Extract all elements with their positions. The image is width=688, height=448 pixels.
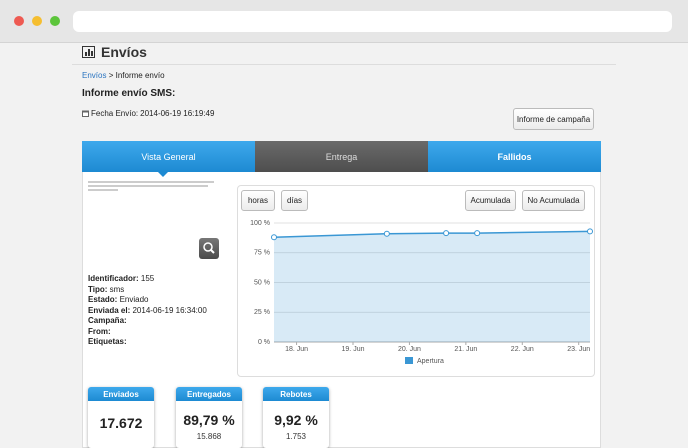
campaign-report-button[interactable]: Informe de campaña <box>513 108 594 130</box>
maximize-dot[interactable] <box>50 16 60 26</box>
chart-button[interactable]: Acumulada <box>465 190 516 211</box>
legend-swatch <box>405 357 413 364</box>
chart-button[interactable]: No Acumulada <box>522 190 585 211</box>
point <box>383 230 390 237</box>
zoom-button[interactable] <box>199 238 219 259</box>
stat-count: 15.868 <box>196 432 222 441</box>
detail-row: Estado: Enviado <box>88 295 149 304</box>
x-tick-label: 23. Jun <box>567 346 590 353</box>
chart-icon <box>82 46 95 58</box>
breadcrumb: Envíos > Informe envío <box>82 71 165 80</box>
detail-value: sms <box>109 284 125 294</box>
tab[interactable]: Vista General <box>82 141 255 172</box>
y-tick-label: 0 % <box>258 339 270 346</box>
stat-value: 17.672 <box>99 415 143 431</box>
detail-label: Campaña: <box>88 316 127 325</box>
detail-label: Etiquetas: <box>88 337 127 346</box>
stat-title: Enviados <box>88 387 154 401</box>
detail-label: Tipo: <box>88 284 108 294</box>
active-tab-pointer <box>158 172 168 177</box>
stat-value: 9,92 % <box>274 412 318 428</box>
stat-title: Entregados <box>176 387 242 401</box>
report-date: Fecha Envío: 2014-06-19 16:19:49 <box>82 109 214 118</box>
detail-label: Enviada el: <box>88 305 131 315</box>
detail-row: Campaña: <box>88 316 127 325</box>
detail-value: Enviado <box>119 295 149 304</box>
chart-button[interactable]: días <box>281 190 308 211</box>
page-title: Envíos <box>101 44 147 60</box>
detail-label: Estado: <box>88 295 118 304</box>
chart-button[interactable]: horas <box>241 190 275 211</box>
point <box>474 230 481 237</box>
breadcrumb-current: Informe envío <box>115 71 165 80</box>
detail-row: Tipo: sms <box>88 285 124 294</box>
tab[interactable]: Entrega <box>255 141 428 172</box>
report-title: Informe envío SMS: <box>82 88 176 99</box>
tab[interactable]: Fallidos <box>428 141 601 172</box>
divider <box>72 64 616 65</box>
breadcrumb-separator: > <box>108 71 114 80</box>
x-tick-label: 18. Jun <box>285 346 308 353</box>
stat-card: Entregados 89,79 % 15.868 <box>176 387 242 448</box>
url-bar[interactable] <box>73 11 672 32</box>
y-tick-label: 50 % <box>254 279 270 286</box>
detail-value: 2014-06-19 16:34:00 <box>132 305 207 315</box>
detail-label: Identificador: <box>88 274 139 283</box>
breadcrumb-link[interactable]: Envíos <box>82 71 107 80</box>
detail-row: From: <box>88 327 111 336</box>
point <box>587 228 593 235</box>
detail-row: Enviada el: 2014-06-19 16:34:00 <box>88 306 207 315</box>
x-tick-label: 19. Jun <box>342 346 365 353</box>
chart: 0 % 25 % 50 % 75 % 100 % 18. Jun 19. Jun 20. Ju… <box>250 220 593 365</box>
calendar-icon <box>82 110 89 117</box>
point <box>443 230 450 237</box>
detail-value: 155 <box>140 274 155 283</box>
x-tick-label: 20. Jun <box>398 346 421 353</box>
y-tick-label: 25 % <box>254 309 270 316</box>
date-value: 2014-06-19 16:19:49 <box>140 109 215 118</box>
detail-label: From: <box>88 326 111 336</box>
date-label: Fecha Envío: <box>91 109 139 118</box>
minimize-dot[interactable] <box>32 16 42 26</box>
detail-row: Identificador: 155 <box>88 274 154 283</box>
y-tick-label: 100 % <box>250 220 270 227</box>
x-tick-label: 21. Jun <box>454 346 477 353</box>
detail-row: Etiquetas: <box>88 337 127 346</box>
y-tick-label: 75 % <box>254 250 270 257</box>
stat-count: 1.753 <box>285 432 307 441</box>
stat-value: 89,79 % <box>183 412 235 428</box>
browser-bar <box>0 0 688 43</box>
stat-title: Rebotes <box>263 387 329 401</box>
stat-card: Rebotes 9,92 % 1.753 <box>263 387 329 448</box>
preview-line <box>88 185 208 187</box>
preview-line <box>88 189 118 191</box>
x-tick-label: 22. Jun <box>511 346 534 353</box>
legend-label: Apertura <box>417 358 444 365</box>
area <box>274 231 590 342</box>
close-dot[interactable] <box>14 16 24 26</box>
preview-line <box>88 181 214 183</box>
zoom-icon <box>203 242 215 254</box>
point <box>271 234 277 241</box>
stat-card: Enviados 17.672 <box>88 387 154 448</box>
